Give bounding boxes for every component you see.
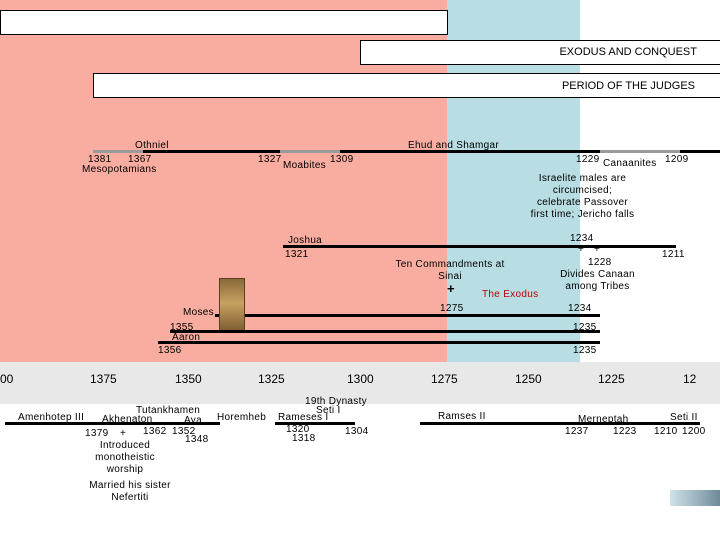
year-1210: 1210 [654,426,678,437]
year-1234-jericho: 1234 [570,233,594,244]
dynasty-label: 19th Dynasty [305,396,367,407]
ehud-label: Ehud and Shamgar [408,140,499,151]
seti1-label: Seti I [316,405,341,416]
moses-portrait-image [219,278,245,333]
pharaoh-bar-merneptah [570,422,700,425]
moses-label: Moses [183,307,214,318]
year-1321: 1321 [285,249,309,260]
exodus-header-box [360,40,720,65]
year-1229: 1229 [576,154,600,165]
year-1228: 1228 [588,257,612,268]
divides-canaan-text: Divides Canaan among Tribes [560,269,635,292]
exodus-label: The Exodus [482,289,539,300]
judges-gray-bar-3 [600,150,680,153]
tick-1250: 1250 [515,372,542,386]
pharaoh-bar-amenhotep [5,422,85,425]
tick-1225: 1225 [598,372,625,386]
judges-gray-bar-2 [280,150,340,153]
moabites-label: Moabites [283,160,326,171]
joshua-bar [283,245,676,248]
year-1367: 1367 [128,154,152,165]
joshua-label: Joshua [288,235,323,246]
judges-black-bar-1 [143,150,280,153]
year-1362: 1362 [143,426,167,437]
judges-black-bar-3 [680,150,720,153]
year-1356: 1356 [158,345,182,356]
year-1275: 1275 [440,303,464,314]
year-1381: 1381 [88,154,112,165]
timeline-axis-band [0,362,720,404]
tick-1275: 1275 [431,372,458,386]
plus-1228: + [594,244,601,255]
year-1379: 1379 [85,428,109,439]
introduced-monotheistic-text: Introduced monotheistic worship [95,440,155,475]
aaron-label: Aaron [172,332,201,343]
year-1211: 1211 [662,249,685,260]
year-1348: 1348 [185,434,209,445]
year-1304: 1304 [345,426,369,437]
year-1237: 1237 [565,426,589,437]
year-1209: 1209 [665,154,689,165]
othniel-label: Othniel [135,140,169,151]
horemheb-label: Horemheb [217,412,267,423]
israelite-circumcision-text: Israelite males are circumcised; celebra… [530,173,635,220]
amenhotep-label: Amenhotep III [18,412,85,423]
married-nefertiti-text: Married his sister Nefertiti [89,480,171,503]
year-1327: 1327 [258,154,282,165]
pharaoh-bar-akhenaton [85,422,220,425]
year-1355: 1355 [170,322,194,333]
ramses2-label: Ramses II [438,411,486,422]
aaron-bar [170,330,600,333]
year-1352: 1352 [172,426,196,437]
pharaoh-area [0,404,720,540]
plus-1234: + [578,244,585,255]
year-1309: 1309 [330,154,354,165]
exodus-header-title: EXODUS AND CONQUEST [559,46,697,58]
merneptah-label: Merneptah [578,414,629,425]
ten-commandments-label: Ten Commandments at Sinai [395,259,505,282]
tick-1375: 1375 [90,372,117,386]
year-1234-exodus: 1234 [568,303,592,314]
judges-header-box [93,73,720,98]
judges-gray-bar-1 [93,150,143,153]
exodus-bar [215,314,600,317]
year-1200: 1200 [682,426,706,437]
year-1235-aaron: 1235 [573,322,597,333]
tutankhamen-label: Tutankhamen [136,405,201,416]
judges-header-title: PERIOD OF THE JUDGES [561,80,695,92]
canaanites-label: Canaanites [603,158,657,169]
aya-label: Aya [184,415,202,426]
judges-black-bar-2 [340,150,600,153]
mesopotamians-label: Mesopotamians [82,164,157,175]
seti2-label: Seti II [670,412,698,423]
year-1223: 1223 [613,426,637,437]
tick-1325: 1325 [258,372,285,386]
year-1235-bottom: 1235 [573,345,597,356]
rameses1-label: Rameses I [278,412,329,423]
plus-1379: + [120,428,127,439]
tick-1200: 12 [683,372,697,386]
tick-1300: 1300 [347,372,374,386]
year-1320: 1320 [286,424,310,435]
year-1318: 1318 [292,433,316,444]
pharaoh-bar-rameses1 [275,422,355,425]
top-blank-box [0,10,448,35]
akhenaton-label: Akhenaton [102,414,153,425]
tick-1400: 00 [0,372,14,386]
corner-decoration [670,490,720,506]
commandments-marker: + [447,281,455,296]
bottom-bar [158,341,600,344]
tick-1350: 1350 [175,372,202,386]
pharaoh-bar-ramses2 [420,422,570,425]
